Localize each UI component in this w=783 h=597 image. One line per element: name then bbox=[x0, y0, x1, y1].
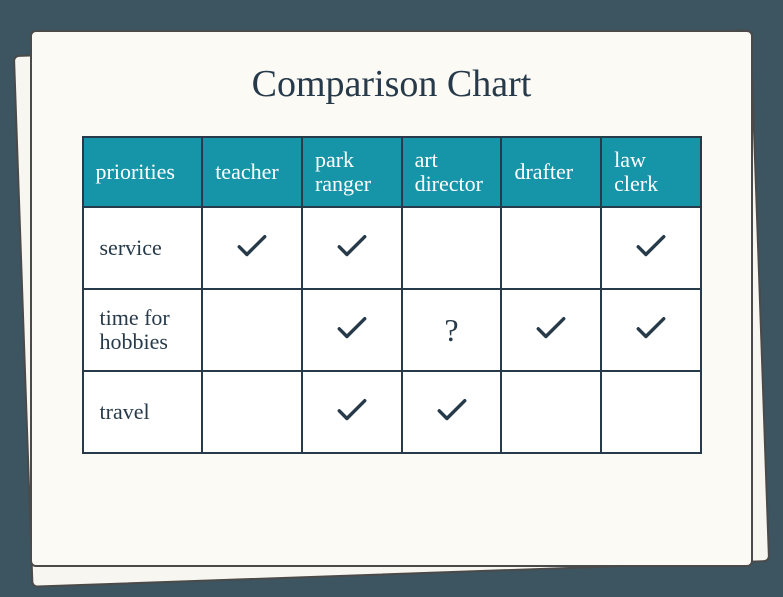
paper-stack: Comparison Chart priorities teacher park… bbox=[30, 30, 753, 567]
table-cell bbox=[601, 371, 700, 453]
checkmark-icon bbox=[634, 314, 668, 347]
checkmark-icon bbox=[435, 396, 469, 429]
table-cell bbox=[601, 207, 700, 289]
table-row: travel bbox=[83, 371, 701, 453]
col-priorities: priorities bbox=[83, 137, 203, 207]
checkmark-icon bbox=[335, 396, 369, 429]
paper-front-sheet: Comparison Chart priorities teacher park… bbox=[30, 30, 753, 567]
checkmark-icon bbox=[634, 232, 668, 265]
question-mark-icon: ? bbox=[444, 312, 458, 348]
chart-title: Comparison Chart bbox=[72, 62, 711, 106]
table-cell bbox=[501, 289, 601, 371]
table-cell bbox=[202, 289, 302, 371]
col-park-ranger: park ranger bbox=[302, 137, 402, 207]
table-body: servicetime for hobbies?travel bbox=[83, 207, 701, 453]
col-art-director: art director bbox=[402, 137, 502, 207]
table-cell bbox=[601, 289, 700, 371]
col-law-clerk: law clerk bbox=[601, 137, 700, 207]
table-cell bbox=[501, 207, 601, 289]
col-drafter: drafter bbox=[501, 137, 601, 207]
table-cell bbox=[302, 207, 402, 289]
row-label: time for hobbies bbox=[83, 289, 203, 371]
col-teacher: teacher bbox=[202, 137, 302, 207]
table-cell bbox=[302, 289, 402, 371]
row-label: service bbox=[83, 207, 203, 289]
table-cell bbox=[302, 371, 402, 453]
table-header-row: priorities teacher park ranger art direc… bbox=[83, 137, 701, 207]
table-row: service bbox=[83, 207, 701, 289]
table-cell bbox=[202, 371, 302, 453]
checkmark-icon bbox=[335, 232, 369, 265]
table-cell: ? bbox=[402, 289, 502, 371]
checkmark-icon bbox=[335, 314, 369, 347]
table-cell bbox=[501, 371, 601, 453]
comparison-table: priorities teacher park ranger art direc… bbox=[82, 136, 702, 454]
table-row: time for hobbies? bbox=[83, 289, 701, 371]
chart-wrap: priorities teacher park ranger art direc… bbox=[82, 136, 702, 454]
checkmark-icon bbox=[235, 232, 269, 265]
table-cell bbox=[402, 207, 502, 289]
row-label: travel bbox=[83, 371, 203, 453]
checkmark-icon bbox=[534, 314, 568, 347]
table-cell bbox=[402, 371, 502, 453]
table-cell bbox=[202, 207, 302, 289]
